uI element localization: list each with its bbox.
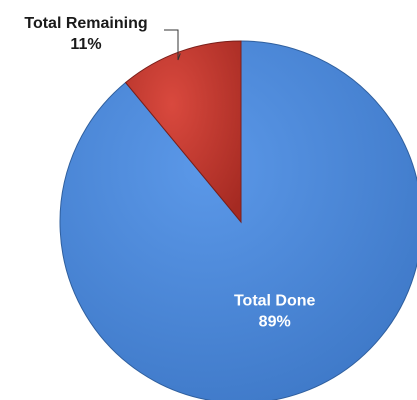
pie-slice-total-remaining xyxy=(124,40,242,224)
pie-slices xyxy=(59,40,417,400)
leader-lines xyxy=(164,29,181,61)
pie-slice-total-done xyxy=(59,40,417,400)
leader-line-total-remaining xyxy=(164,29,181,61)
slice-label-total-remaining: Total Remaining xyxy=(24,15,147,32)
slice-value-label-total-done: 89% xyxy=(259,314,291,331)
slice-value-label-total-remaining: 11% xyxy=(70,36,101,53)
slice-label-total-done: Total Done xyxy=(234,293,316,310)
slice-labels: Total Done 89% Total Remaining 11% xyxy=(24,15,315,331)
